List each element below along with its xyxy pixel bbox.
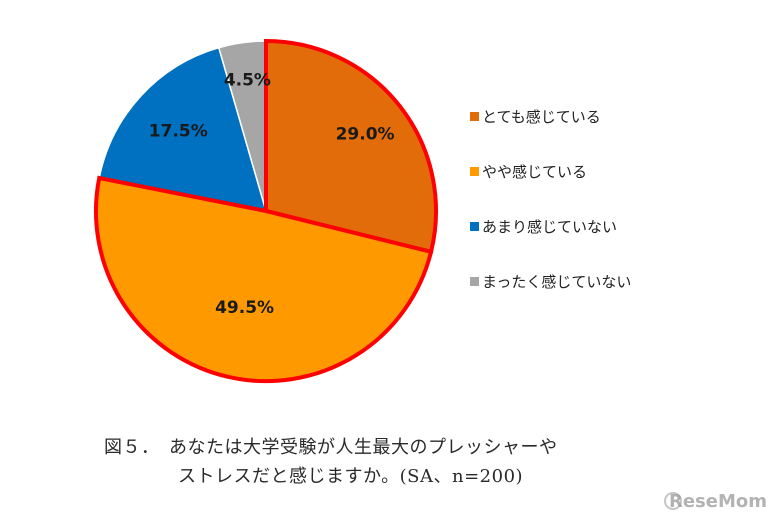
chart-legend: とても感じている やや感じている あまり感じていない まったく感じていない bbox=[470, 103, 631, 323]
slice-label-not-much: 17.5% bbox=[149, 122, 208, 142]
legend-item-very-much: とても感じている bbox=[470, 103, 631, 129]
legend-swatch bbox=[470, 221, 479, 231]
caption-line-1: 図５． あなたは大学受験が人生最大のプレッシャーや bbox=[104, 437, 558, 458]
watermark-logo-mark bbox=[664, 492, 682, 510]
legend-item-somewhat: やや感じている bbox=[470, 158, 631, 184]
legend-label: あまり感じていない bbox=[482, 217, 618, 236]
slice-somewhat bbox=[93, 175, 434, 384]
slice-very-much bbox=[264, 38, 438, 255]
slice-label-very-much: 29.0% bbox=[336, 124, 395, 144]
caption-line-2: ストレスだと感じますか。(SA、n=200) bbox=[178, 466, 524, 487]
slice-label-not-at-all: 4.5% bbox=[224, 71, 271, 91]
legend-item-not-at-all: まったく感じていない bbox=[470, 268, 631, 294]
legend-swatch bbox=[470, 276, 479, 286]
legend-item-not-much: あまり感じていない bbox=[470, 213, 631, 239]
figure-caption: 図５． あなたは大学受験が人生最大のプレッシャーや ストレスだと感じますか。(S… bbox=[104, 433, 558, 491]
slice-not-much bbox=[98, 46, 268, 212]
legend-label: やや感じている bbox=[482, 162, 588, 181]
watermark-logo: ReseMom bbox=[668, 491, 767, 512]
legend-label: まったく感じていない bbox=[482, 272, 632, 291]
legend-label: とても感じている bbox=[482, 107, 601, 126]
legend-swatch bbox=[470, 166, 479, 176]
legend-swatch bbox=[470, 111, 479, 121]
slice-label-somewhat: 49.5% bbox=[215, 298, 274, 318]
